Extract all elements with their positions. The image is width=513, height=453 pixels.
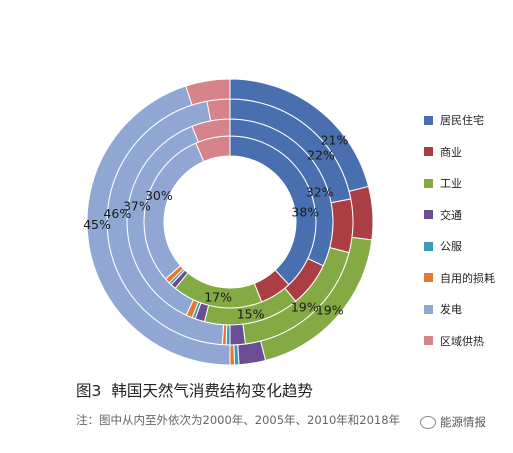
donut-slice <box>229 344 236 366</box>
donut-slice <box>329 198 354 254</box>
data-label: 22% <box>307 147 335 162</box>
data-label: 21% <box>321 132 349 147</box>
legend-item: 交通 <box>424 207 512 223</box>
legend-item: 商业 <box>424 144 512 160</box>
legend-label: 居民住宅 <box>440 114 484 127</box>
legend-swatch <box>424 241 433 251</box>
donut-slice <box>237 340 267 366</box>
legend-item: 区域供热 <box>424 333 512 349</box>
legend-item: 工业 <box>424 175 512 191</box>
legend-label: 交通 <box>440 208 462 222</box>
data-label: 17% <box>204 290 232 305</box>
figure-title: 韩国天然气消费结构变化趋势 <box>111 382 313 400</box>
figure-number: 图3 <box>76 382 102 400</box>
legend-swatch <box>424 210 433 219</box>
figure-caption: 图3 韩国天然气消费结构变化趋势 <box>76 379 313 401</box>
legend-swatch <box>424 273 433 282</box>
figure-note: 注：图中从内至外依次为2000年、2005年、2010年和2018年 <box>76 413 401 427</box>
donut-slice <box>206 98 231 122</box>
data-label: 15% <box>237 307 265 322</box>
donut-chart: 38% 32% 22%21% 17% 15% 19%19% 30%37%46%45% <box>83 78 374 366</box>
legend-label: 商业 <box>440 145 462 159</box>
watermark-text: 能源情报 <box>440 415 486 429</box>
legend-label: 自用的损耗 <box>440 271 495 285</box>
legend: 居民住宅商业工业交通公服自用的损耗发电区域供热 <box>424 112 512 364</box>
legend-swatch <box>424 178 433 188</box>
data-label: 19% <box>316 302 344 317</box>
data-label: 46% <box>103 206 131 221</box>
legend-swatch <box>424 304 433 314</box>
donut-slice <box>229 323 246 346</box>
wechat-icon <box>420 415 436 429</box>
data-label: 45% <box>83 217 111 232</box>
legend-label: 发电 <box>440 303 462 316</box>
data-label: 37% <box>123 198 151 213</box>
legend-swatch <box>424 115 433 125</box>
legend-item: 居民住宅 <box>424 112 512 128</box>
legend-swatch <box>424 147 433 156</box>
legend-item: 自用的损耗 <box>424 270 512 286</box>
legend-swatch <box>424 336 433 345</box>
legend-label: 公服 <box>440 240 462 253</box>
watermark: 能源情报 <box>420 414 486 430</box>
donut-slice <box>185 78 231 106</box>
data-label: 19% <box>291 299 319 314</box>
legend-item: 公服 <box>424 238 512 254</box>
legend-item: 发电 <box>424 301 512 317</box>
legend-label: 工业 <box>440 177 462 190</box>
data-label: 38% <box>291 204 319 219</box>
data-label: 32% <box>306 185 334 200</box>
data-label: 30% <box>145 188 173 203</box>
donut-slice <box>348 185 374 241</box>
legend-label: 区域供热 <box>440 334 484 348</box>
